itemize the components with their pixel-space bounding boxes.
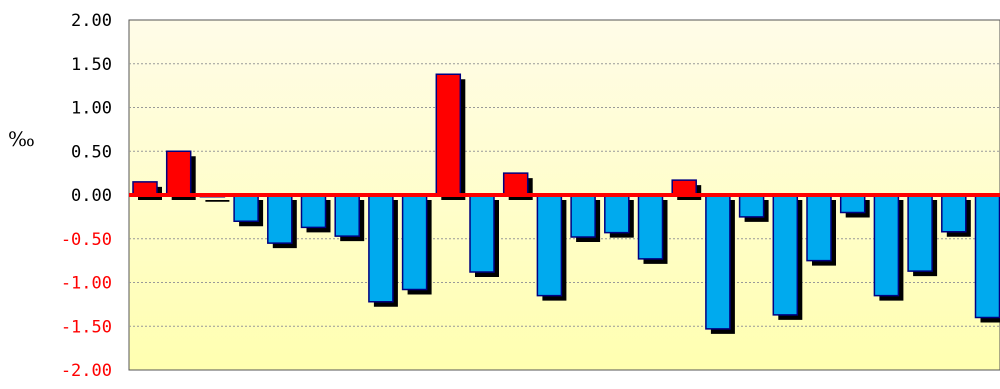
bar xyxy=(571,195,595,237)
bar xyxy=(706,195,730,329)
bar xyxy=(335,195,359,236)
bar xyxy=(908,195,932,271)
bar xyxy=(942,195,966,232)
y-tick-label: -2.00 xyxy=(61,361,112,381)
bar xyxy=(605,195,629,233)
bar xyxy=(470,195,494,272)
bar xyxy=(268,195,292,243)
bar xyxy=(302,195,326,227)
bar xyxy=(234,195,258,221)
y-axis-ticks: 2.00 1.50 1.00 0.50 0.00 -0.50 -1.00 -1.50 -2.00 xyxy=(61,11,112,381)
y-tick-label: -1.00 xyxy=(61,274,112,294)
y-tick-label: 0.00 xyxy=(71,186,112,206)
y-tick-label: 0.50 xyxy=(71,142,112,162)
y-tick-label: -1.50 xyxy=(61,317,112,337)
y-tick-label: 2.00 xyxy=(71,11,112,31)
bar xyxy=(807,195,831,261)
bar xyxy=(874,195,898,296)
y-tick-label: -0.50 xyxy=(61,230,112,250)
bar xyxy=(976,195,1000,318)
y-tick-label: 1.00 xyxy=(71,99,112,119)
bar xyxy=(841,195,865,213)
bar xyxy=(537,195,561,296)
y-tick-label: 1.50 xyxy=(71,55,112,75)
bar xyxy=(773,195,797,315)
y-axis-unit-label: ‰ xyxy=(8,127,35,151)
bar xyxy=(167,151,191,195)
bar xyxy=(740,195,764,217)
bar-shadow xyxy=(205,200,229,202)
bar xyxy=(369,195,393,302)
bar xyxy=(504,173,528,195)
bar xyxy=(639,195,663,259)
bar xyxy=(672,180,696,195)
bar xyxy=(436,74,460,195)
bar xyxy=(403,195,427,290)
